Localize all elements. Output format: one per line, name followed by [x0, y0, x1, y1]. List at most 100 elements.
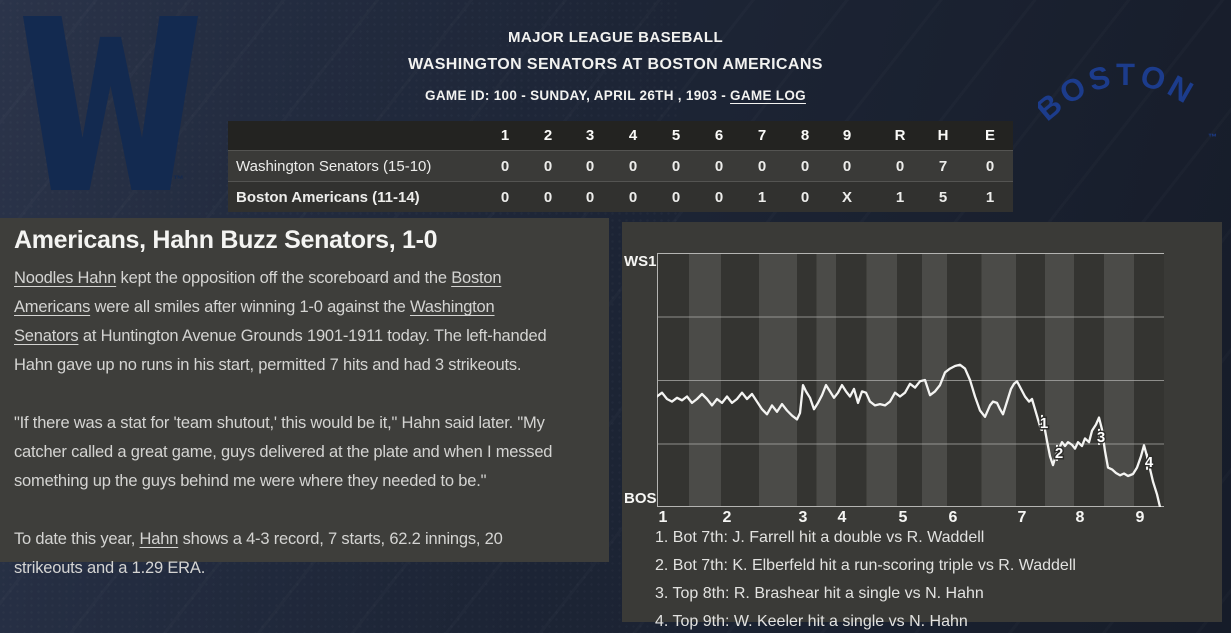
inning-tick-4: 4 — [837, 509, 847, 526]
inning-tick-3: 3 — [798, 509, 808, 526]
runs-total: 0 — [895, 157, 905, 175]
article-text: To date this year, — [14, 530, 140, 548]
column-header-R: R — [894, 127, 906, 144]
inning-5-score: 0 — [671, 188, 681, 206]
column-header-7: 7 — [757, 127, 767, 144]
matchup-title: WASHINGTON SENATORS AT BOSTON AMERICANS — [408, 56, 823, 73]
inning-tick-7: 7 — [1017, 509, 1027, 526]
boston-logo: BOSTON ™ — [1038, 60, 1217, 142]
inning-9-score: 0 — [842, 157, 852, 175]
box-score-away-row: Washington Senators (15-10) 0 0 0 0 0 0 0 0 0 0 7 0 — [228, 150, 1013, 181]
errors-total: 1 — [985, 188, 995, 206]
inning-3-score: 0 — [585, 188, 595, 206]
inning-2-score: 0 — [543, 188, 553, 206]
article-link[interactable]: Senators — [14, 327, 79, 345]
article-link[interactable]: Hahn — [139, 530, 179, 548]
article-link[interactable]: Boston — [451, 269, 502, 287]
game-log-link[interactable]: GAME LOG — [730, 88, 806, 103]
article-headline: Americans, Hahn Buzz Senators, 1-0 — [14, 226, 438, 254]
article-text: catcher called a great game, guys delive… — [14, 443, 553, 461]
article-link[interactable]: Washington — [409, 298, 495, 316]
inning-tick-6: 6 — [948, 509, 958, 526]
chart-event-item: 3. Top 8th: R. Brashear hit a single vs … — [655, 585, 984, 602]
team-name: Boston Americans (11-14) — [236, 188, 420, 206]
inning-tick-1: 1 — [658, 509, 668, 526]
inning-tick-5: 5 — [898, 509, 908, 526]
hits-total: 7 — [938, 157, 948, 175]
inning-tick-8: 8 — [1075, 509, 1085, 526]
win-probability-line — [657, 363, 1162, 507]
chart-event-list: 1. Bot 7th: J. Farrell hit a double vs R… — [655, 524, 1215, 633]
article-line: Senators at Huntington Avenue Grounds 19… — [14, 322, 595, 351]
errors-total: 0 — [985, 157, 995, 175]
article-link[interactable]: Americans — [14, 298, 91, 316]
column-header-4: 4 — [628, 127, 638, 144]
article-text: shows a 4-3 record, 7 starts, 62.2 innin… — [178, 530, 503, 548]
chart-event-item: 1. Bot 7th: J. Farrell hit a double vs R… — [655, 529, 985, 546]
inning-tick-9: 9 — [1135, 509, 1145, 526]
inning-1-score: 0 — [500, 188, 510, 206]
column-header-1: 1 — [500, 127, 510, 144]
runs-total: 1 — [895, 188, 905, 206]
box-score-home-row: Boston Americans (11-14) 0 0 0 0 0 0 1 0 X 1 5 1 — [228, 181, 1013, 212]
article-paragraph: Noodles Hahn kept the opposition off the… — [14, 264, 595, 380]
article-paragraph: "If there was a stat for 'team shutout,'… — [14, 409, 595, 496]
box-score: 1 2 3 4 5 6 7 8 9 R H E Washington Senators (15-10)… — [228, 121, 1013, 212]
article-line: strikeouts and a 1.29 ERA. — [14, 554, 595, 583]
inning-tick-2: 2 — [722, 509, 732, 526]
inning-4-score: 0 — [628, 188, 638, 206]
inning-1-score: 0 — [500, 157, 510, 175]
boston-trademark: ™ — [1208, 132, 1217, 142]
inning-3-score: 0 — [585, 157, 595, 175]
article-line: "If there was a stat for 'team shutout,'… — [14, 409, 595, 438]
washington-trademark: ™ — [173, 174, 184, 186]
team-name: Washington Senators (15-10) — [236, 157, 432, 175]
inning-8-score: 0 — [800, 188, 810, 206]
article-text: were all smiles after winning 1-0 agains… — [90, 298, 410, 316]
article-text: Hahn gave up no runs in his start, permi… — [14, 356, 522, 374]
column-header-5: 5 — [671, 127, 681, 144]
article-line: Hahn gave up no runs in his start, permi… — [14, 351, 595, 380]
inning-7-score: 0 — [757, 157, 767, 175]
inning-5-score: 0 — [671, 157, 681, 175]
inning-6-score: 0 — [714, 188, 724, 206]
chart-away-axis-label: WS1 — [624, 253, 657, 270]
article-line: catcher called a great game, guys delive… — [14, 438, 595, 467]
hits-total: 5 — [938, 188, 948, 206]
column-header-9: 9 — [842, 127, 852, 144]
article-line: Americans were all smiles after winning … — [14, 293, 595, 322]
article-text: "If there was a stat for 'team shutout,'… — [14, 414, 545, 432]
article-text: something up the guys behind me were whe… — [14, 472, 487, 490]
article-line: To date this year, Hahn shows a 4-3 reco… — [14, 525, 595, 554]
game-info-text: GAME ID: 100 - SUNDAY, APRIL 26TH , 1903… — [425, 88, 731, 103]
inning-2-score: 0 — [543, 157, 553, 175]
box-score-header-row: 1 2 3 4 5 6 7 8 9 R H E — [228, 121, 1013, 150]
article-link[interactable]: Noodles Hahn — [14, 269, 117, 287]
article-paragraph: To date this year, Hahn shows a 4-3 reco… — [14, 525, 595, 583]
league-title: MAJOR LEAGUE BASEBALL — [507, 29, 724, 46]
recap-article-panel: Americans, Hahn Buzz Senators, 1-0 Noodl… — [0, 218, 609, 577]
event-marker-number: 4 — [1145, 454, 1154, 471]
inning-7-score: 1 — [757, 188, 767, 206]
chart-event-item: 2. Bot 7th: K. Elberfeld hit a run-scori… — [655, 557, 1076, 574]
article-text: kept the opposition off the scoreboard a… — [116, 269, 452, 287]
column-header-H: H — [937, 127, 949, 144]
inning-4-score: 0 — [628, 157, 638, 175]
column-header-6: 6 — [714, 127, 724, 144]
inning-6-score: 0 — [714, 157, 724, 175]
chart-inning-ticks: 1 2 3 4 5 6 7 8 9 — [622, 509, 1222, 529]
event-marker-number: 1 — [1040, 415, 1048, 432]
article-text: strikeouts and a 1.29 ERA. — [14, 559, 206, 577]
event-marker-number: 3 — [1097, 429, 1105, 446]
inning-9-score: X — [841, 188, 852, 206]
article-line: something up the guys behind me were whe… — [14, 467, 595, 496]
article-text: at Huntington Avenue Grounds 1901-1911 t… — [78, 327, 547, 345]
game-info-line: GAME ID: 100 - SUNDAY, APRIL 26TH , 1903… — [0, 88, 1231, 103]
column-header-3: 3 — [585, 127, 595, 144]
article-body: Noodles Hahn kept the opposition off the… — [14, 264, 595, 583]
article-line: Noodles Hahn kept the opposition off the… — [14, 264, 595, 293]
column-header-E: E — [984, 127, 995, 144]
inning-8-score: 0 — [800, 157, 810, 175]
